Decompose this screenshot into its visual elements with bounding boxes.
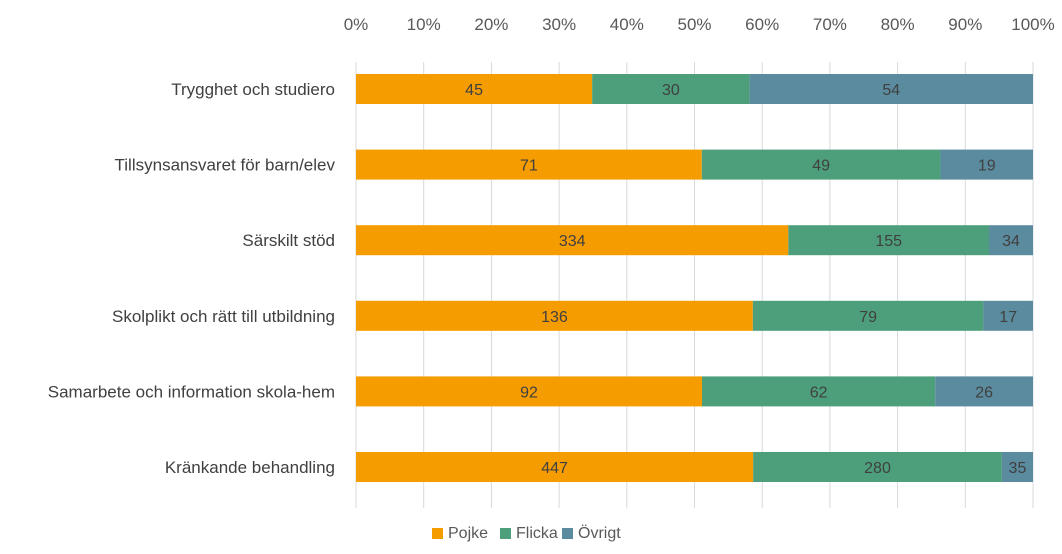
data-label: 35 xyxy=(1009,460,1027,477)
bar-segment-pojke xyxy=(356,149,702,180)
bar-segment-flicka xyxy=(753,452,1002,482)
legend-label: Övrigt xyxy=(578,524,621,542)
data-label: 54 xyxy=(882,82,900,99)
x-tick-label: 90% xyxy=(948,15,982,34)
data-label: 334 xyxy=(559,233,586,250)
x-tick-label: 60% xyxy=(745,15,779,34)
legend-swatch xyxy=(432,528,443,539)
data-label: 17 xyxy=(999,309,1017,326)
data-label: 26 xyxy=(975,384,993,401)
data-label: 30 xyxy=(662,82,680,99)
category-label: Skolplikt och rätt till utbildning xyxy=(112,307,335,326)
category-label: Kränkande behandling xyxy=(165,458,335,477)
bar-segment-övrigt xyxy=(988,225,1033,256)
bar-segment-övrigt xyxy=(749,74,1033,104)
bar-segment-pojke xyxy=(356,300,753,331)
bar-segment-pojke xyxy=(356,225,789,256)
data-label: 34 xyxy=(1002,233,1020,250)
data-label: 19 xyxy=(978,158,996,175)
bar-segment-övrigt xyxy=(935,376,1033,407)
legend: Pojke Flicka Övrigt xyxy=(432,524,621,542)
legend-label: Pojke xyxy=(448,525,488,542)
data-label: 447 xyxy=(541,460,568,477)
bar-segment-flicka xyxy=(701,149,941,180)
bar-segment-pojke xyxy=(356,452,754,482)
data-label: 136 xyxy=(541,309,568,326)
x-tick-label: 40% xyxy=(610,15,644,34)
bars: 45 30 54 71 49 19 334 155 34 136 79 17 92 62 26 447 280 3… xyxy=(356,74,1033,482)
x-tick-label: 70% xyxy=(813,15,847,34)
data-label: 62 xyxy=(810,384,828,401)
gridlines xyxy=(355,62,1034,508)
data-label: 71 xyxy=(520,158,538,175)
bar-segment-pojke xyxy=(356,376,703,407)
bar-segment-flicka xyxy=(788,225,989,256)
x-axis-ticks: 0% 10% 20% 30% 40% 50% 60% 70% 80% 90% 100% xyxy=(344,15,1055,34)
legend-swatch xyxy=(562,528,573,539)
data-label: 280 xyxy=(864,460,891,477)
bar-segment-flicka xyxy=(592,74,750,104)
bar-segment-flicka xyxy=(702,376,936,407)
x-tick-label: 80% xyxy=(881,15,915,34)
bar-segment-övrigt xyxy=(1001,452,1033,482)
category-label: Samarbete och information skola-hem xyxy=(48,382,335,401)
x-tick-label: 20% xyxy=(474,15,508,34)
category-label: Trygghet och studiero xyxy=(171,80,335,99)
category-label: Tillsynsansvaret för barn/elev xyxy=(115,156,336,175)
category-label: Särskilt stöd xyxy=(242,231,335,250)
bar-segment-övrigt xyxy=(940,149,1033,180)
data-label: 92 xyxy=(520,384,538,401)
data-label: 79 xyxy=(859,309,877,326)
bar-segment-övrigt xyxy=(983,300,1033,331)
bar-segment-pojke xyxy=(356,74,593,104)
legend-swatch xyxy=(500,528,511,539)
bar-segment-flicka xyxy=(752,300,984,331)
x-tick-label: 50% xyxy=(677,15,711,34)
data-label: 49 xyxy=(812,158,830,175)
x-tick-label: 100% xyxy=(1011,15,1054,34)
legend-label: Flicka xyxy=(516,525,558,542)
data-label: 45 xyxy=(465,82,483,99)
x-tick-label: 0% xyxy=(344,15,369,34)
x-tick-label: 10% xyxy=(407,15,441,34)
data-label: 155 xyxy=(875,233,902,250)
category-labels: Trygghet och studiero Tillsynsansvaret fö… xyxy=(48,80,336,477)
x-tick-label: 30% xyxy=(542,15,576,34)
